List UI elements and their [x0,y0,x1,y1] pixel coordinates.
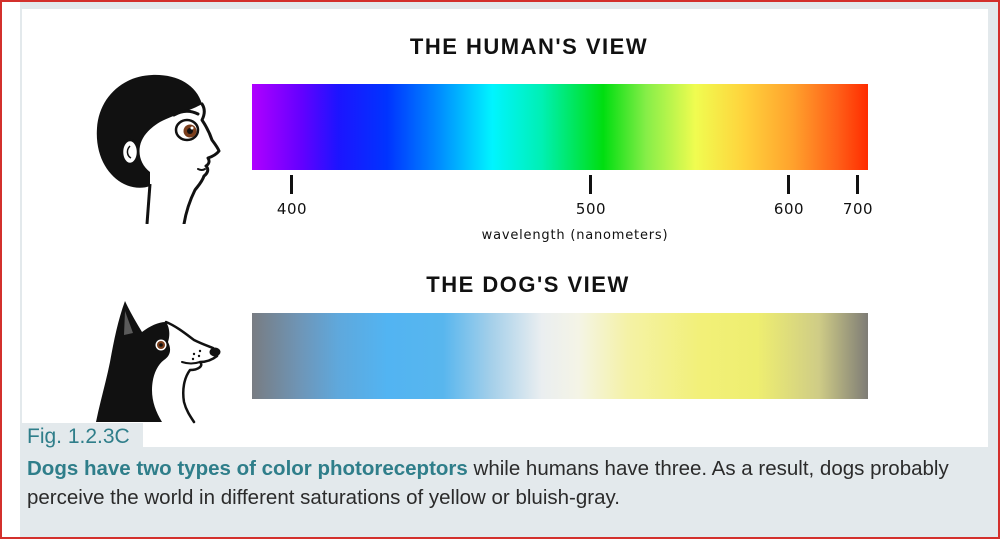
caption-text-line-1: while humans have three. As a result, do… [467,457,949,480]
dog-whisker-dot [191,357,195,361]
human-view-title: THE HUMAN'S VIEW [409,34,649,59]
human-ear [120,138,140,166]
tick-label-500: 500 [575,200,607,218]
tick-mark-400 [290,175,293,194]
dog-face-outline [164,320,215,350]
dog-spectrum-bar [252,313,868,399]
dog-whisker-dot [192,352,196,356]
dog-ear-inner [124,311,133,335]
human-eye-highlight [190,126,194,130]
dog-black-fur [96,301,171,422]
figure-label: Fig. 1.2.3C [27,425,130,448]
tick-mark-600 [787,175,790,194]
human-neck-back [145,183,152,224]
human-ear-detail [126,145,132,159]
tick-mark-700 [856,175,859,194]
human-spectrum-bar [252,84,868,170]
dog-pupil [159,343,163,347]
dog-mouth-line [181,361,201,365]
caption-line-1: Dogs have two types of color photorecept… [27,454,989,483]
dog-nose [209,347,221,357]
figure-label-tab: Fig. 1.2.3C [22,423,143,451]
tick-label-600: 600 [773,200,805,218]
dog-whisker-dot [198,349,202,353]
human-profile-outline [182,102,221,224]
dog-view-title: THE DOG'S VIEW [426,272,630,297]
figure-caption: Dogs have two types of color photorecept… [22,454,989,512]
dog-whisker-dot [197,354,201,358]
tick-mark-500 [589,175,592,194]
human-eyebrow [172,109,200,117]
human-head-icon [96,74,221,224]
caption-emphasis: Dogs have two types of color photorecept… [27,457,468,480]
tick-label-400: 400 [276,200,308,218]
dog-head-icon [96,301,221,424]
dog-muzzle-outline [182,354,219,424]
human-mouth [197,168,206,171]
tick-label-700: 700 [842,200,874,218]
axis-label: wavelength (nanometers) [481,228,669,243]
caption-line-2: perceive the world in different saturati… [27,486,620,509]
human-pupil [187,128,193,134]
